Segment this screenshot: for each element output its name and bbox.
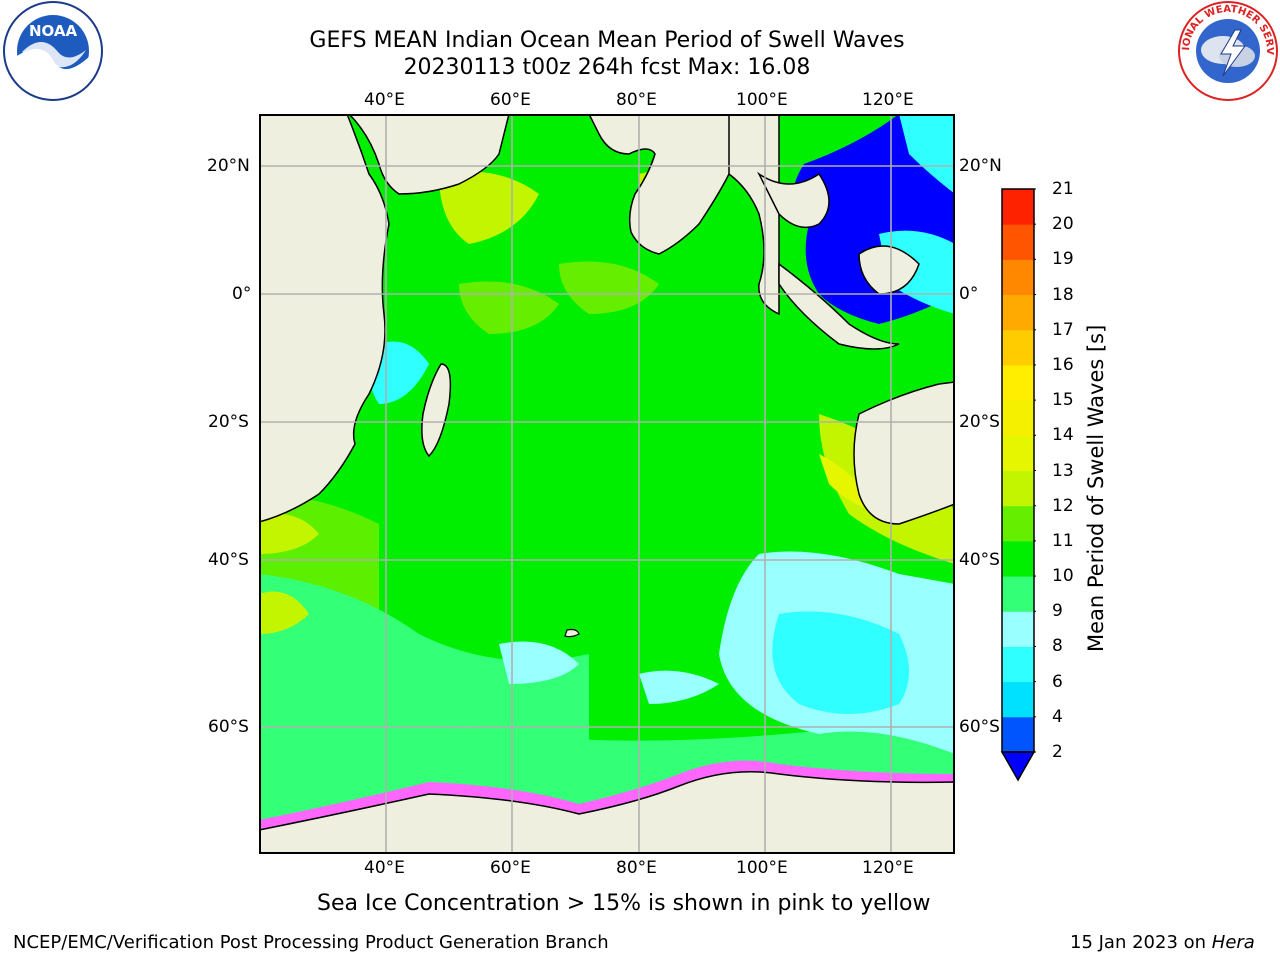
swell-period-map bbox=[259, 114, 955, 854]
colorbar-level-label: 11 bbox=[1052, 530, 1074, 551]
colorbar-title: Mean Period of Swell Waves [s] bbox=[1084, 324, 1108, 652]
nws-logo: NATIONAL WEATHER SERVICE bbox=[1177, 0, 1279, 102]
lat-tick-right-40s: 40°S bbox=[959, 550, 1000, 570]
colorbar-segment bbox=[1002, 329, 1034, 366]
colorbar-segment bbox=[1002, 224, 1034, 260]
colorbar-level-label: 15 bbox=[1052, 390, 1074, 411]
colorbar-level-label: 18 bbox=[1052, 284, 1074, 305]
map-panel bbox=[259, 114, 955, 854]
footer-host: Hera bbox=[1211, 932, 1255, 953]
lon-tick-bottom-100e: 100°E bbox=[736, 858, 788, 878]
colorbar-level-label: 19 bbox=[1052, 249, 1074, 270]
footer-branch: NCEP/EMC/Verification Post Processing Pr… bbox=[13, 932, 609, 953]
colorbar-level-label: 2 bbox=[1052, 742, 1063, 762]
lat-tick-right-0: 0° bbox=[959, 284, 979, 304]
colorbar-level-label: 9 bbox=[1052, 601, 1063, 622]
colorbar-segment bbox=[1002, 364, 1034, 401]
colorbar bbox=[1000, 187, 1036, 783]
lat-tick-right-20n: 20°N bbox=[959, 156, 1002, 176]
colorbar-segment bbox=[1002, 681, 1034, 718]
colorbar-segment bbox=[1002, 189, 1034, 225]
colorbar-level-label: 10 bbox=[1052, 566, 1074, 587]
colorbar-segment bbox=[1002, 470, 1034, 507]
colorbar-level-label: 21 bbox=[1052, 179, 1074, 199]
graticule bbox=[259, 114, 955, 854]
lon-tick-top-60e: 60°E bbox=[490, 90, 531, 110]
lat-tick-left-60s: 60°S bbox=[208, 717, 249, 737]
lat-tick-right-60s: 60°S bbox=[959, 717, 1000, 737]
colorbar-level-label: 8 bbox=[1052, 636, 1063, 657]
sea-ice-caption: Sea Ice Concentration > 15% is shown in … bbox=[317, 891, 931, 916]
noaa-logo: NOAA bbox=[2, 0, 104, 102]
colorbar-level-label: 20 bbox=[1052, 214, 1074, 235]
lon-tick-bottom-120e: 120°E bbox=[862, 858, 914, 878]
colorbar-segment bbox=[1002, 611, 1034, 647]
lat-tick-left-20s: 20°S bbox=[208, 412, 249, 432]
lat-tick-left-20n: 20°N bbox=[207, 156, 250, 176]
lon-tick-bottom-80e: 80°E bbox=[616, 858, 657, 878]
colorbar-segment bbox=[1002, 540, 1034, 577]
colorbar-level-label: 17 bbox=[1052, 319, 1074, 340]
colorbar-segment bbox=[1002, 259, 1034, 296]
colorbar-segment bbox=[1002, 400, 1034, 436]
colorbar-level-label: 14 bbox=[1052, 425, 1074, 446]
colorbar-segment bbox=[1002, 505, 1034, 542]
noaa-logo-text: NOAA bbox=[29, 22, 78, 40]
colorbar-segment bbox=[1002, 716, 1034, 753]
lat-tick-left-40s: 40°S bbox=[208, 550, 249, 570]
footer-date-text: 15 Jan 2023 on bbox=[1070, 932, 1212, 953]
colorbar-segment bbox=[1002, 435, 1034, 471]
colorbar-level-label: 4 bbox=[1052, 706, 1063, 727]
colorbar-graphic bbox=[1000, 188, 1036, 782]
lon-tick-bottom-60e: 60°E bbox=[490, 858, 531, 878]
lon-tick-top-40e: 40°E bbox=[364, 90, 405, 110]
lat-tick-right-20s: 20°S bbox=[959, 412, 1000, 432]
colorbar-level-label: 16 bbox=[1052, 354, 1074, 375]
lon-tick-top-120e: 120°E bbox=[862, 90, 914, 110]
colorbar-segment bbox=[1002, 294, 1034, 331]
colorbar-level-label: 12 bbox=[1052, 495, 1074, 516]
colorbar-level-label: 13 bbox=[1052, 460, 1074, 481]
lat-tick-left-0: 0° bbox=[232, 284, 252, 304]
lon-tick-top-80e: 80°E bbox=[616, 90, 657, 110]
lon-tick-top-100e: 100°E bbox=[736, 90, 788, 110]
colorbar-segment bbox=[1002, 646, 1034, 683]
footer-date: 15 Jan 2023 on Hera bbox=[1070, 932, 1255, 954]
title-line-1: GEFS MEAN Indian Ocean Mean Period of Sw… bbox=[309, 28, 905, 53]
lon-tick-bottom-40e: 40°E bbox=[364, 858, 405, 878]
colorbar-level-label: 6 bbox=[1052, 671, 1063, 692]
colorbar-under-triangle bbox=[1000, 751, 1036, 782]
title-line-2: 20230113 t00z 264h fcst Max: 16.08 bbox=[403, 55, 811, 80]
colorbar-segment bbox=[1002, 576, 1034, 612]
